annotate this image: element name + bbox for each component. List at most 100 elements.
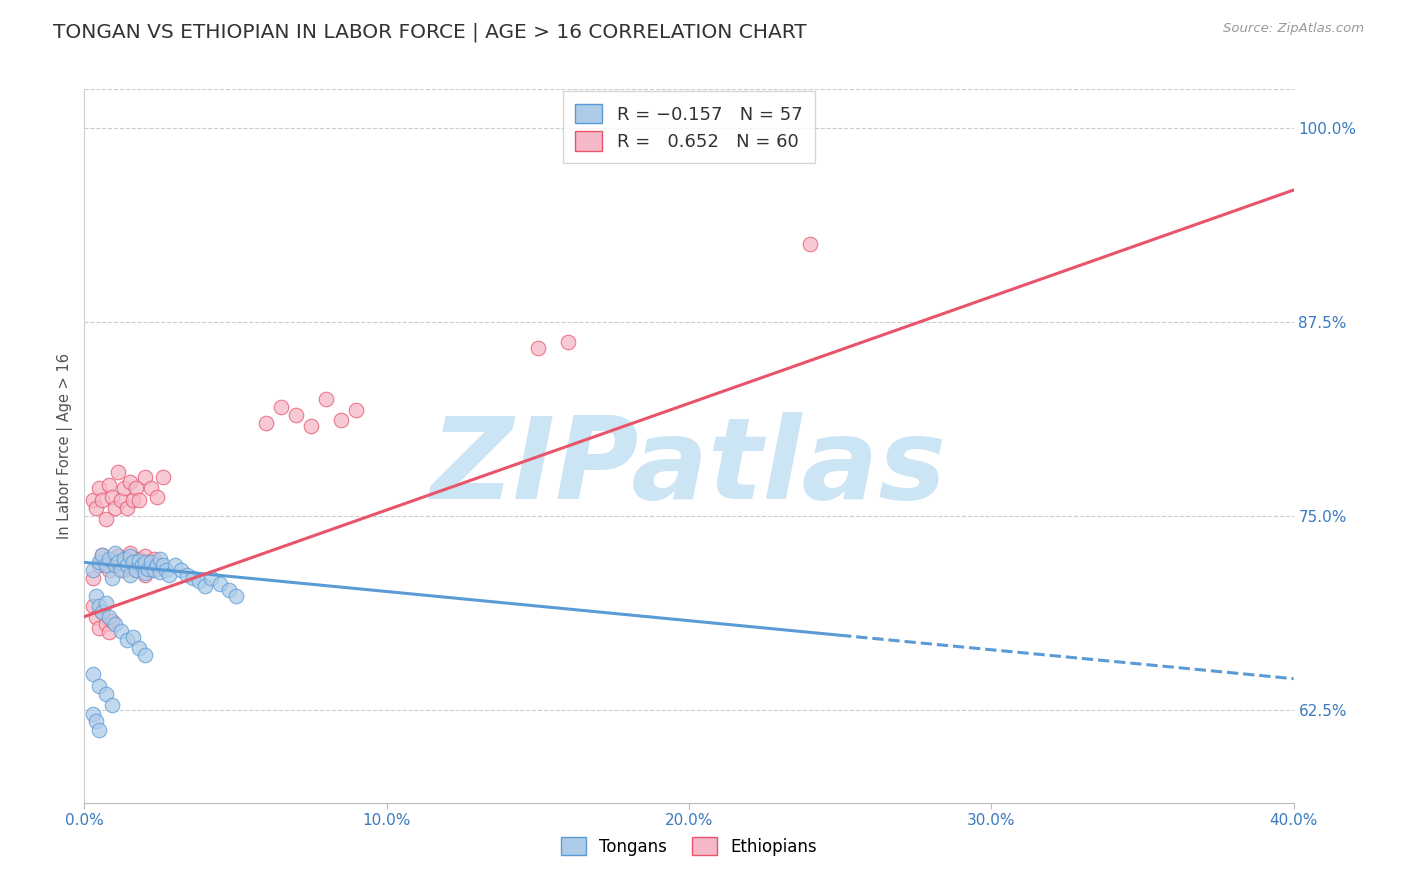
Point <box>104 558 127 573</box>
Point <box>115 558 138 573</box>
Point <box>82 707 104 722</box>
Point <box>118 475 141 489</box>
Point <box>94 512 117 526</box>
Point <box>97 625 120 640</box>
Point <box>142 552 165 566</box>
Point <box>134 470 156 484</box>
Point <box>209 577 232 591</box>
Point <box>86 590 108 604</box>
Point <box>115 632 138 647</box>
Point <box>110 555 132 569</box>
Point <box>91 493 114 508</box>
Point <box>270 401 292 415</box>
Point <box>82 571 104 585</box>
Point <box>134 648 156 663</box>
Point <box>89 599 111 613</box>
Point <box>118 558 141 573</box>
Point <box>139 555 162 569</box>
Point <box>89 555 111 569</box>
Point <box>86 501 108 516</box>
Point <box>218 583 240 598</box>
Point <box>91 548 114 562</box>
Point <box>128 554 150 568</box>
Point <box>82 563 104 577</box>
Point <box>121 555 143 569</box>
Point <box>115 552 138 566</box>
Point <box>89 620 111 634</box>
Point <box>134 567 156 582</box>
Point <box>91 548 114 562</box>
Point <box>94 596 117 610</box>
Point <box>94 687 117 701</box>
Point <box>149 565 172 579</box>
Point <box>176 567 198 582</box>
Point <box>139 481 162 495</box>
Point <box>100 490 122 504</box>
Point <box>118 546 141 560</box>
Point <box>146 490 169 504</box>
Text: Source: ZipAtlas.com: Source: ZipAtlas.com <box>1223 22 1364 36</box>
Point <box>125 481 148 495</box>
Point <box>128 640 150 655</box>
Point <box>131 558 153 573</box>
Point <box>149 552 172 566</box>
Point <box>94 617 117 632</box>
Point <box>100 615 122 629</box>
Point <box>100 698 122 712</box>
Point <box>110 563 132 577</box>
Point <box>157 567 180 582</box>
Point <box>118 567 141 582</box>
Point <box>89 723 111 737</box>
Point <box>285 408 308 422</box>
Point <box>91 605 114 619</box>
Point <box>82 667 104 681</box>
Point <box>100 571 122 585</box>
Point <box>115 501 138 516</box>
Point <box>89 558 111 573</box>
Point <box>557 334 579 349</box>
Point <box>194 579 217 593</box>
Point <box>125 563 148 577</box>
Point <box>527 341 550 355</box>
Point <box>170 563 193 577</box>
Point <box>125 563 148 577</box>
Point <box>134 549 156 563</box>
Point <box>82 599 104 613</box>
Point <box>134 566 156 581</box>
Point <box>112 552 135 566</box>
Text: ZIPatlas: ZIPatlas <box>430 412 948 523</box>
Point <box>299 418 322 433</box>
Point <box>97 609 120 624</box>
Point <box>104 501 127 516</box>
Point <box>121 555 143 569</box>
Point <box>152 470 174 484</box>
Point <box>799 237 821 252</box>
Point <box>121 493 143 508</box>
Point <box>136 561 159 575</box>
Point <box>89 680 111 694</box>
Point <box>110 624 132 638</box>
Point <box>86 714 108 728</box>
Y-axis label: In Labor Force | Age > 16: In Labor Force | Age > 16 <box>58 353 73 539</box>
Point <box>254 416 277 430</box>
Point <box>100 552 122 566</box>
Point <box>139 561 162 575</box>
Point <box>152 558 174 573</box>
Point <box>107 466 129 480</box>
Point <box>97 563 120 577</box>
Point <box>155 563 177 577</box>
Point <box>94 558 117 573</box>
Point <box>97 477 120 491</box>
Point <box>104 617 127 632</box>
Point <box>346 403 368 417</box>
Point <box>121 630 143 644</box>
Point <box>146 558 169 573</box>
Point <box>97 552 120 566</box>
Point <box>104 546 127 560</box>
Point <box>91 605 114 619</box>
Point <box>82 493 104 508</box>
Point <box>112 563 135 577</box>
Point <box>110 493 132 508</box>
Text: TONGAN VS ETHIOPIAN IN LABOR FORCE | AGE > 16 CORRELATION CHART: TONGAN VS ETHIOPIAN IN LABOR FORCE | AGE… <box>53 22 807 42</box>
Point <box>107 555 129 569</box>
